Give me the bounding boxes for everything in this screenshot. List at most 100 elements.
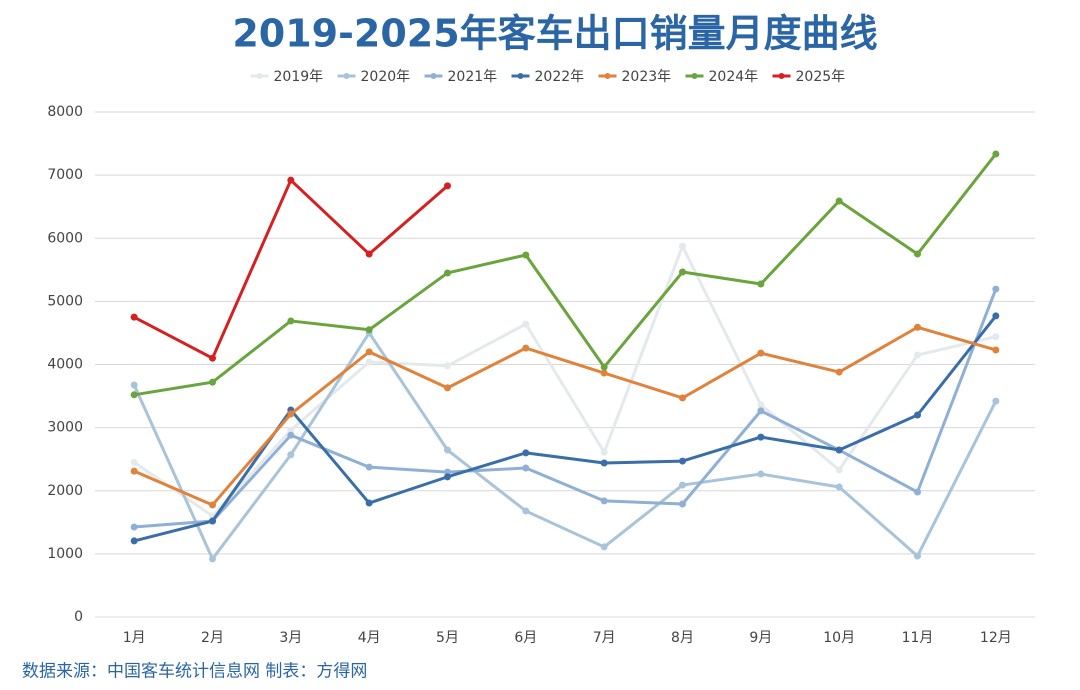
x-tick-label: 9月 (749, 630, 772, 646)
data-point (130, 391, 138, 399)
data-point (130, 458, 138, 466)
legend-marker (691, 73, 698, 79)
legend-label: 2024年 (709, 69, 759, 85)
data-point (835, 446, 843, 454)
data-point (444, 473, 451, 481)
data-point (209, 354, 216, 362)
legend-label: 2023年 (622, 69, 672, 85)
data-point (130, 313, 138, 321)
y-tick-label: 4000 (47, 357, 83, 373)
data-point (209, 517, 216, 525)
data-point (835, 197, 843, 205)
legend-label: 2022年 (535, 69, 585, 85)
data-point (757, 407, 765, 415)
series-line (133, 244, 997, 518)
data-point (287, 317, 295, 325)
legend-label: 2021年 (448, 69, 498, 85)
y-tick-label: 1000 (47, 546, 83, 562)
data-point (992, 312, 1000, 320)
data-point (679, 481, 686, 489)
data-point (365, 250, 373, 258)
data-point (992, 397, 1000, 405)
series-line (133, 178, 449, 360)
data-point (757, 470, 765, 478)
data-point (209, 501, 216, 509)
legend-marker (517, 73, 524, 79)
legend-marker (343, 73, 350, 79)
data-point (600, 369, 608, 377)
data-point (130, 523, 138, 531)
x-tick-label: 3月 (279, 630, 302, 646)
series-line (133, 325, 997, 507)
data-point (679, 268, 686, 276)
data-point (914, 552, 921, 560)
x-tick-label: 7月 (593, 630, 616, 646)
legend-marker (256, 73, 263, 79)
data-point (130, 537, 138, 545)
data-point (522, 320, 530, 328)
y-tick-label: 5000 (47, 293, 83, 309)
data-point (679, 394, 686, 402)
data-point (130, 381, 138, 389)
x-tick-label: 8月 (671, 630, 694, 646)
data-point (522, 449, 530, 457)
data-point (679, 457, 686, 465)
data-point (287, 426, 295, 434)
data-point (522, 507, 530, 515)
y-tick-label: 2000 (47, 483, 83, 499)
x-tick-label: 10月 (823, 630, 855, 646)
series-line (132, 331, 998, 561)
x-tick-label: 1月 (123, 630, 146, 646)
y-tick-label: 3000 (47, 420, 83, 436)
data-point (600, 497, 608, 505)
legend-marker (604, 73, 611, 79)
x-tick-label: 5月 (436, 630, 459, 646)
data-point (522, 251, 530, 259)
data-point (757, 349, 765, 357)
data-point (992, 285, 1000, 293)
data-point (600, 543, 608, 551)
data-point (835, 368, 843, 376)
y-tick-label: 8000 (47, 104, 83, 120)
legend-label: 2020年 (361, 69, 411, 85)
data-point (365, 358, 373, 366)
data-point (914, 351, 921, 359)
data-point (365, 326, 373, 334)
data-point (992, 346, 1000, 354)
data-point (679, 242, 686, 250)
x-tick-label: 4月 (358, 630, 381, 646)
data-point (992, 150, 1000, 158)
chart-title: 2019-2025年客车出口销量月度曲线 (232, 12, 877, 56)
x-tick-label: 11月 (902, 630, 934, 646)
data-point (130, 467, 138, 475)
x-tick-label: 6月 (514, 630, 537, 646)
legend-marker (430, 73, 437, 79)
data-point (522, 464, 530, 472)
data-point (914, 250, 921, 258)
data-point (835, 466, 843, 474)
data-point (757, 401, 765, 409)
y-tick-label: 6000 (47, 230, 83, 246)
data-point (914, 411, 921, 419)
data-point (679, 500, 686, 508)
data-point (600, 459, 608, 467)
x-tick-label: 2月 (201, 630, 224, 646)
data-point (209, 555, 216, 563)
data-point (835, 483, 843, 491)
legend-marker (778, 73, 785, 79)
series-line (133, 153, 998, 397)
x-tick-label: 12月 (980, 630, 1012, 646)
y-tick-label: 0 (74, 609, 83, 625)
data-point (914, 488, 921, 496)
data-point (522, 344, 530, 352)
data-point (600, 363, 608, 371)
data-point (757, 433, 765, 441)
series-line (134, 288, 998, 529)
legend-label: 2025年 (796, 69, 846, 85)
data-point (992, 333, 1000, 341)
data-point (444, 269, 451, 277)
data-point (444, 446, 451, 454)
data-point (914, 323, 921, 331)
data-point (287, 410, 295, 418)
